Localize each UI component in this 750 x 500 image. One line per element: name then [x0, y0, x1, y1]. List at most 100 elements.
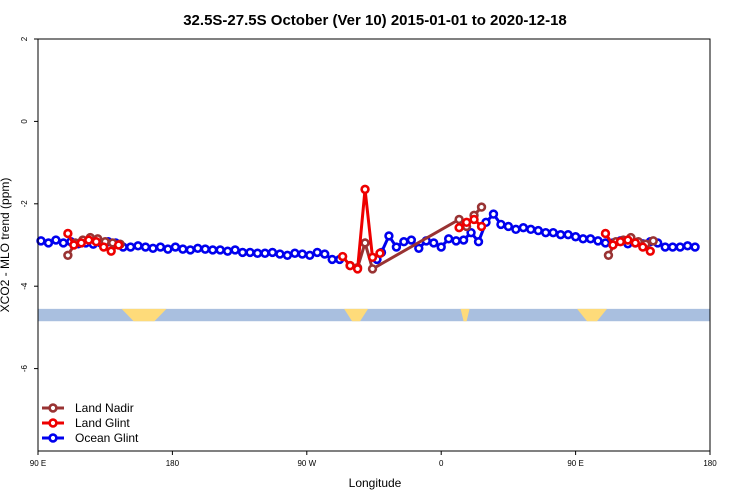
land-nadir-point	[476, 202, 487, 212]
ocean-glint-point	[170, 242, 181, 252]
ocean-glint-point	[384, 231, 394, 241]
land-glint-point	[113, 240, 124, 250]
land-glint-point	[76, 238, 87, 248]
ocean-glint-point	[436, 242, 446, 252]
ocean-glint-point	[451, 236, 461, 246]
ocean-glint-point	[200, 244, 210, 254]
x-axis: 90 E 180 90 W 0 90 E 180	[30, 451, 717, 468]
ocean-glint-point	[267, 247, 278, 258]
land-nadir-point	[360, 238, 370, 248]
ocean-glint-point	[511, 224, 521, 235]
y-tick-label: -4	[20, 282, 29, 290]
ocean-glint-point	[555, 230, 566, 240]
legend-marker-land-glint	[48, 418, 58, 428]
y-axis-label: XCO2 - MLO trend (ppm)	[0, 178, 12, 313]
land-glint-point	[608, 240, 618, 250]
land-glint-point	[84, 235, 94, 245]
land-glint-point	[352, 264, 363, 274]
ocean-glint-point	[518, 222, 529, 233]
land-patch	[121, 308, 167, 322]
ocean-glint-point	[163, 244, 173, 254]
ocean-glint-point	[282, 250, 293, 261]
land-patch	[460, 308, 470, 322]
land-nadir-point	[367, 264, 378, 274]
ocean-glint-point	[43, 238, 54, 248]
land-glint-point	[345, 260, 355, 271]
ocean-glint-point	[563, 230, 573, 240]
ocean-glint-point	[305, 250, 315, 261]
ocean-glint-point	[585, 234, 596, 244]
ocean-glint-point	[429, 238, 439, 248]
ocean-glint-point	[140, 242, 151, 252]
land-glint-point	[623, 235, 633, 245]
ocean-glint-point	[245, 247, 255, 258]
x-tick-label: 180	[703, 459, 717, 468]
ocean-glint-point	[473, 237, 484, 247]
ocean-glint-point	[290, 248, 300, 258]
ocean-glint-point	[125, 242, 136, 252]
x-tick-label: 90 E	[567, 459, 583, 468]
land-glint-point	[630, 238, 641, 248]
land-glint-point	[600, 228, 611, 239]
legend-label-ocean-glint: Ocean Glint	[75, 431, 139, 445]
x-tick-label: 0	[439, 459, 444, 468]
ocean-glint-point	[215, 245, 225, 255]
x-tick-label: 90 E	[30, 459, 46, 468]
ocean-glint-point	[230, 245, 240, 255]
ocean-glint-point	[399, 237, 409, 247]
ocean-glint-point	[488, 209, 499, 219]
land-glint-point	[615, 237, 626, 247]
ocean-glint-point	[155, 242, 166, 252]
ocean-glint-point	[667, 242, 678, 252]
ocean-glint-point	[600, 238, 611, 248]
land-glint-point	[99, 242, 109, 252]
land-glint-point	[461, 217, 472, 228]
ocean-glint-point	[297, 249, 308, 259]
legend-marker-land-nadir	[48, 403, 58, 413]
ocean-band	[38, 308, 710, 322]
ocean-glint-point	[36, 236, 46, 246]
ocean-glint-point	[133, 241, 143, 251]
ocean-glint-point	[570, 232, 581, 242]
y-tick-label: -6	[20, 364, 29, 372]
y-tick-label: 0	[20, 119, 29, 124]
ocean-glint-point	[675, 242, 685, 252]
ocean-glint-point	[275, 249, 285, 259]
land-patch	[577, 308, 607, 322]
land-nadir-point	[648, 236, 658, 246]
land-glint-point	[454, 222, 464, 233]
ocean-glint-point	[593, 236, 603, 246]
ocean-glint-point	[541, 227, 551, 238]
ocean-glint-point	[503, 221, 514, 232]
ocean-glint-point	[406, 235, 417, 245]
land-glint-point	[638, 242, 648, 252]
ocean-glint-point	[414, 243, 424, 253]
ocean-glint-point	[252, 248, 263, 258]
land-glint-point	[337, 251, 348, 262]
ocean-glint-point	[496, 219, 506, 230]
ocean-glint-point	[682, 241, 693, 251]
ocean-glint-point	[193, 243, 203, 253]
ocean-glint-point	[237, 247, 248, 258]
y-tick-label: 2	[20, 36, 29, 41]
ocean-glint-point	[533, 225, 543, 236]
land-glint-point	[106, 246, 116, 256]
chart-title: 32.5S-27.5S October (Ver 10) 2015-01-01 …	[183, 12, 567, 29]
ocean-glint-point	[58, 238, 69, 248]
y-axis: 2 0 -2 -4 -6	[20, 36, 38, 372]
ocean-glint-point	[660, 242, 670, 252]
ocean-glint-point	[443, 234, 454, 244]
ocean-glint-point	[178, 244, 188, 254]
ocean-glint-point	[320, 249, 330, 259]
land-glint-point	[69, 240, 79, 250]
ocean-glint-point	[208, 245, 218, 255]
land-patch	[344, 308, 369, 322]
land-glint-point	[63, 228, 73, 239]
ocean-glint-point	[458, 235, 469, 245]
series-layer	[36, 184, 700, 274]
land-glint-point	[469, 214, 479, 225]
ocean-glint-point	[466, 227, 476, 238]
land-nadir-point	[603, 250, 614, 261]
ocean-glint-point	[312, 247, 322, 258]
